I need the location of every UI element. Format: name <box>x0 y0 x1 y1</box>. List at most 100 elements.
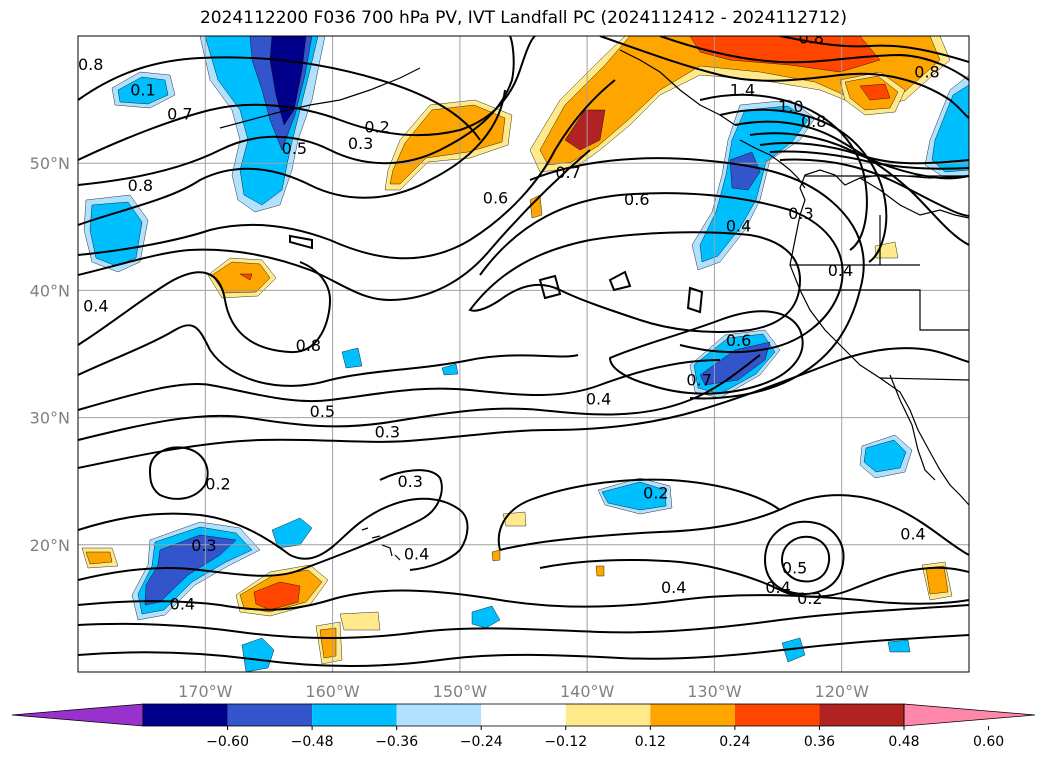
colorbar-tick-label: 0.36 <box>804 734 835 750</box>
contour-line <box>686 286 704 314</box>
contour-line <box>78 634 969 667</box>
contour-line <box>78 469 443 581</box>
lon-tick-label: 130°W <box>687 682 742 701</box>
neg-shade-region <box>89 201 143 267</box>
lon-tick-label: 150°W <box>433 682 488 701</box>
pos-shade-region <box>389 104 506 185</box>
contour-label: 0.4 <box>83 297 108 316</box>
contour-line <box>78 149 591 302</box>
colorbar-swatch <box>819 704 904 726</box>
figure-title: 2024112200 F036 700 hPa PV, IVT Landfall… <box>199 8 847 28</box>
contour-label: 0.4 <box>726 217 751 236</box>
contour-label: 0.1 <box>130 80 155 99</box>
colorbar-extend-min <box>11 703 144 727</box>
colorbar-extend-max <box>903 703 1036 727</box>
pos-shade-region <box>239 273 253 281</box>
pos-shade-region <box>85 551 113 565</box>
contour-line <box>608 270 632 292</box>
neg-shade-region <box>441 363 459 376</box>
contour-label: 0.3 <box>375 423 400 442</box>
contour-label: 0.7 <box>167 105 192 124</box>
colorbar: −0.60 −0.48 −0.36 −0.24 −0.12 0.12 0.24 0.36 0.4… <box>11 703 1036 750</box>
contour-line <box>78 359 721 411</box>
contour-line <box>78 79 616 260</box>
contour-label: 0.8 <box>128 176 153 195</box>
hawaii-islands <box>361 527 401 561</box>
colorbar-swatch <box>650 704 735 726</box>
lat-tick-label: 30°N <box>30 409 70 428</box>
pos-shade-region <box>319 627 337 659</box>
contour-label: 0.4 <box>661 578 686 597</box>
lat-tick-label: 20°N <box>30 536 70 555</box>
pos-shade-region <box>529 194 543 219</box>
colorbar-swatch <box>734 704 820 726</box>
contour-line <box>769 150 969 170</box>
border-us-mexico <box>879 377 969 381</box>
contour-line <box>779 36 969 63</box>
contour-label: 0.7 <box>686 370 711 389</box>
colorbar-tick-label: −0.36 <box>375 734 418 750</box>
contour-line <box>78 261 332 354</box>
contour-line <box>78 604 969 639</box>
contour-label: 0.2 <box>205 475 230 494</box>
contour-line <box>78 89 506 226</box>
contour-label: 0.5 <box>310 402 335 421</box>
colorbar-tick-label: −0.12 <box>544 734 587 750</box>
contour-line <box>763 520 845 595</box>
contour-line <box>78 36 515 186</box>
coastline-bc <box>739 139 806 189</box>
colorbar-swatch <box>143 704 228 726</box>
colorbar-tick-label: 0.24 <box>719 734 750 750</box>
lat-tick-label: 50°N <box>30 154 70 173</box>
colorbar-tick-label: −0.60 <box>206 734 249 750</box>
neg-shade-region <box>729 151 761 191</box>
neg-shade-region <box>341 347 363 369</box>
colorbar-tick-label: 0.48 <box>888 734 919 750</box>
pos-shade-region <box>925 565 949 595</box>
contour-line <box>78 589 969 611</box>
neg-shade-region <box>887 639 911 653</box>
contour-line <box>148 446 209 500</box>
coastline-canada-east <box>859 177 969 219</box>
contour-line <box>659 36 969 81</box>
contour-label: 0.2 <box>364 117 389 136</box>
contour-label: 0.8 <box>798 28 823 47</box>
colorbar-swatch <box>481 704 566 726</box>
contour-label: 0.3 <box>788 204 813 223</box>
lon-tick-label: 140°W <box>560 682 615 701</box>
pos-shade-region <box>502 511 527 527</box>
pos-shade-region <box>491 549 501 562</box>
neg-shade-region <box>117 76 169 105</box>
contour-label: 0.4 <box>586 390 611 409</box>
contour-line <box>78 347 969 469</box>
pos-shade-region <box>859 83 891 101</box>
pos-shade-region <box>253 581 301 611</box>
contour-label: 0.4 <box>404 545 429 564</box>
contour-line <box>529 157 865 400</box>
contour-label: 0.6 <box>483 189 508 208</box>
contour-line <box>599 36 969 119</box>
contour-line <box>78 354 761 441</box>
coastline-baja <box>889 374 936 481</box>
contour-labels: 0.8 0.1 0.7 0.5 0.2 0.3 0.7 0.6 0.6 0.4 0.3 0.4 0.8 0… <box>78 28 940 613</box>
state-borders <box>790 215 969 331</box>
contour-line <box>78 497 469 571</box>
contour-line <box>719 108 888 263</box>
contour-label: 0.6 <box>624 190 649 209</box>
contour-label: 0.8 <box>78 55 103 74</box>
contour-line <box>289 234 313 250</box>
colorbar-frame <box>142 703 905 727</box>
contour-label: 0.2 <box>797 589 822 608</box>
contour-line <box>497 478 781 551</box>
contour-label: 0.7 <box>555 163 580 182</box>
neg-shade-region <box>241 637 275 672</box>
neg-shade-region <box>471 605 501 629</box>
colorbar-tick-label: −0.48 <box>291 734 334 750</box>
lon-tick-label: 160°W <box>305 682 360 701</box>
contour-line <box>759 142 969 165</box>
contour-line <box>608 310 804 395</box>
positive-shading <box>81 36 953 665</box>
contour-label: 0.8 <box>914 63 939 82</box>
contour-label: 0.4 <box>828 261 853 280</box>
